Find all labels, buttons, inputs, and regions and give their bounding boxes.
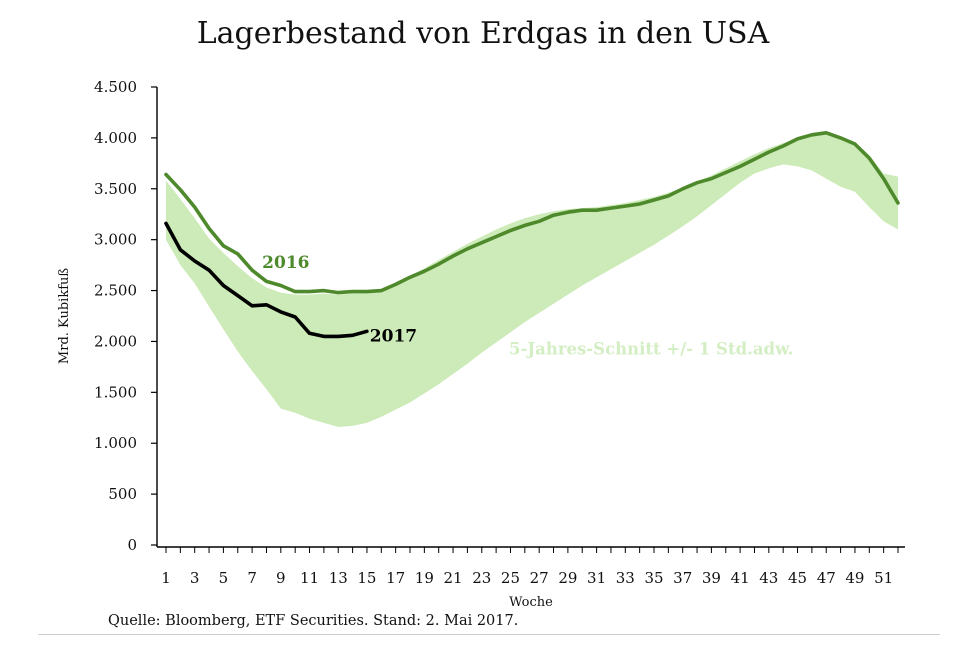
x-tick-label: 25 xyxy=(501,569,520,587)
y-tick-label: 0 xyxy=(127,536,137,554)
x-tick-label: 43 xyxy=(759,569,778,587)
x-tick-label: 45 xyxy=(788,569,807,587)
x-tick-label: 7 xyxy=(247,569,257,587)
x-axis-title: Woche xyxy=(509,595,553,610)
x-tick-label: 51 xyxy=(874,569,893,587)
chart-title: Lagerbestand von Erdgas in den USA xyxy=(196,16,770,51)
y-axis-title: Mrd. Kubikfuß xyxy=(57,268,72,364)
source-note: Quelle: Bloomberg, ETF Securities. Stand… xyxy=(108,613,519,629)
x-tick-label: 1 xyxy=(161,569,171,587)
y-tick-label: 1.000 xyxy=(94,434,137,452)
x-tick-label: 13 xyxy=(329,569,348,587)
y-tick-label: 500 xyxy=(108,485,137,503)
y-tick-label: 1.500 xyxy=(94,383,137,401)
x-tick-label: 17 xyxy=(386,569,405,587)
x-tick-label: 5 xyxy=(219,569,229,587)
x-tick-label: 19 xyxy=(415,569,434,587)
std-band-area xyxy=(166,134,898,427)
series-2017-line xyxy=(164,221,369,339)
x-tick-label: 37 xyxy=(673,569,692,587)
y-tick-label: 2.500 xyxy=(94,282,137,300)
series-2017-label: 2017 xyxy=(370,326,417,346)
band-label: 5-Jahres-Schnitt +/- 1 Std.adw. xyxy=(509,340,793,359)
x-tick-label: 3 xyxy=(190,569,200,587)
x-tick-label: 39 xyxy=(702,569,721,587)
x-tick-label: 33 xyxy=(616,569,635,587)
x-tick-label: 35 xyxy=(644,569,663,587)
y-tick-label: 3.000 xyxy=(94,231,137,249)
bottom-divider xyxy=(38,634,940,635)
y-tick-label: 3.500 xyxy=(94,180,137,198)
x-tick-label: 29 xyxy=(558,569,577,587)
x-tick-label: 31 xyxy=(587,569,606,587)
series-2016-label: 2016 xyxy=(262,253,309,273)
x-tick-label: 49 xyxy=(845,569,864,587)
x-tick-label: 27 xyxy=(530,569,549,587)
y-tick-label: 4.500 xyxy=(94,78,137,96)
x-tick-label: 41 xyxy=(731,569,750,587)
x-tick-label: 21 xyxy=(444,569,463,587)
series-2016-line xyxy=(164,131,900,295)
x-tick-label: 47 xyxy=(817,569,836,587)
x-tick-label: 11 xyxy=(300,569,319,587)
y-tick-label: 2.000 xyxy=(94,332,137,350)
x-tick-label: 23 xyxy=(472,569,491,587)
x-tick-label: 15 xyxy=(357,569,376,587)
y-tick-label: 4.000 xyxy=(94,129,137,147)
x-tick-label: 9 xyxy=(276,569,286,587)
